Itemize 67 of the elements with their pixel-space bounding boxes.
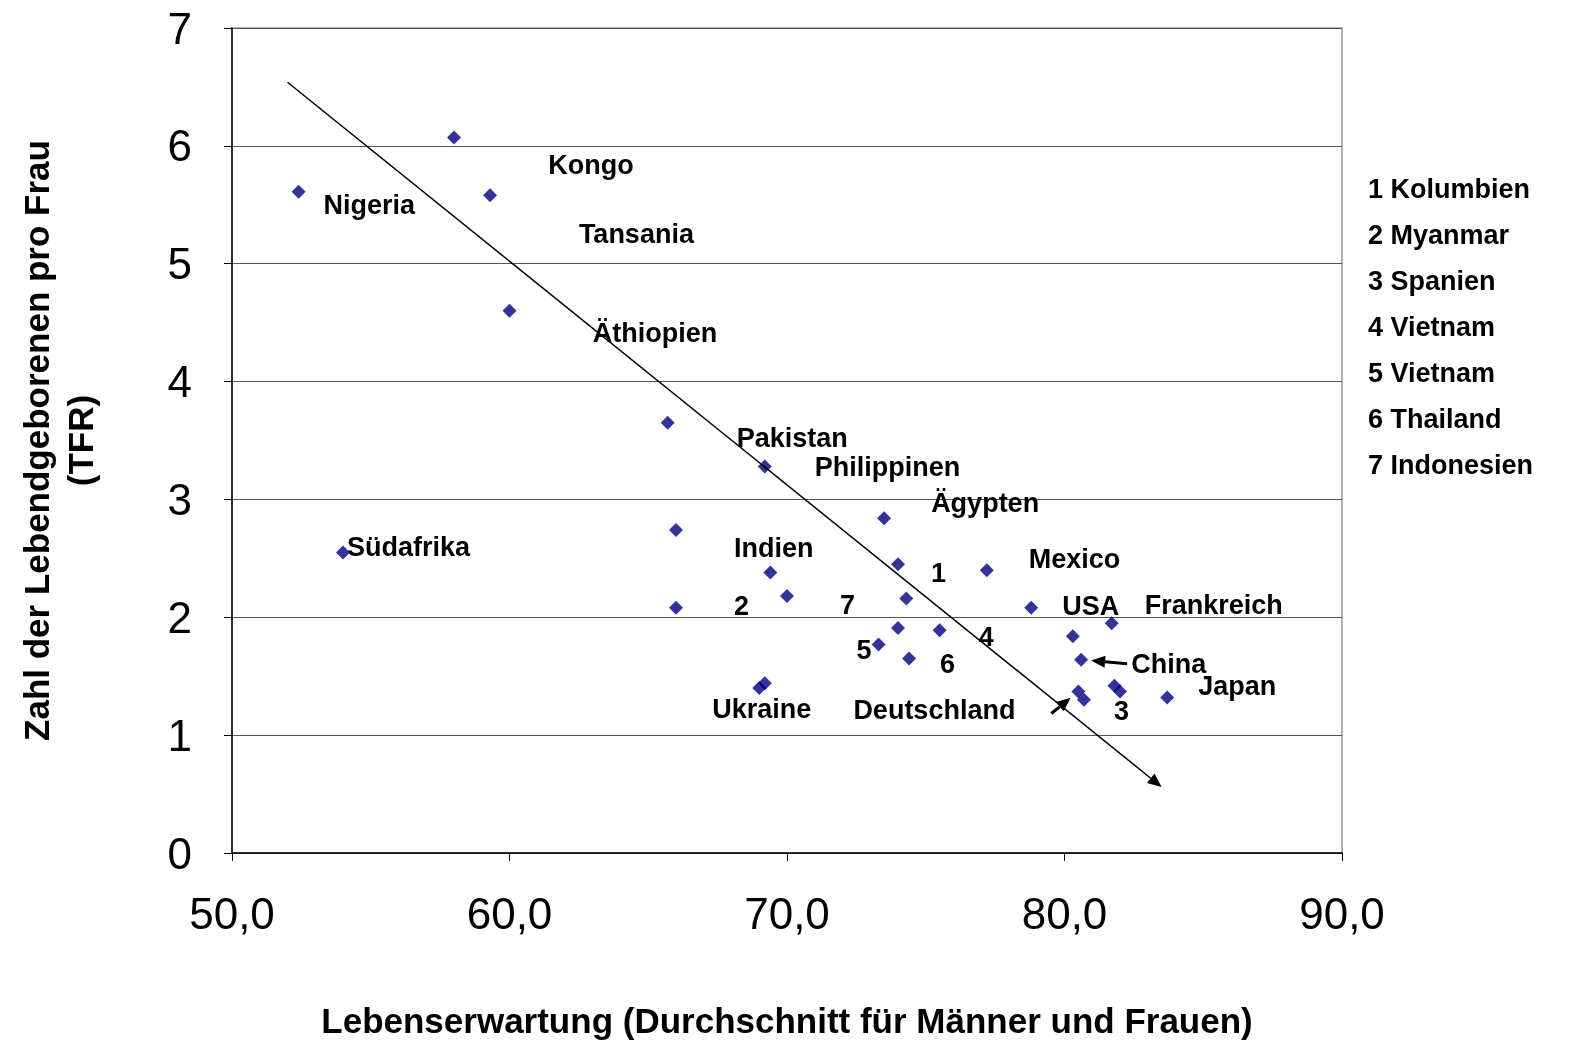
annotation: Frankreich xyxy=(1144,590,1283,621)
annotation: 5 xyxy=(856,635,872,666)
text: 7 Indonesien xyxy=(1368,449,1534,480)
annotation: Pakistan xyxy=(736,422,848,453)
x-tick-label: 80,0 xyxy=(1021,888,1108,938)
annotation: USA xyxy=(1062,590,1120,621)
y-tick-label: 2 xyxy=(167,592,192,642)
annotation: Mexico xyxy=(1028,544,1121,575)
text: 1 Kolumbien xyxy=(1368,173,1531,204)
y-tick-label: 3 xyxy=(167,474,192,524)
point xyxy=(1074,652,1089,667)
point xyxy=(1113,684,1127,699)
point xyxy=(891,557,905,572)
point xyxy=(932,623,947,638)
point xyxy=(1104,616,1119,631)
point xyxy=(757,676,772,691)
annotation: 6 xyxy=(940,648,956,679)
point xyxy=(669,600,683,615)
y-tick-label: 1 xyxy=(167,710,192,760)
point xyxy=(899,591,914,606)
point xyxy=(780,589,794,604)
annotation: 4 xyxy=(978,622,994,653)
point xyxy=(1065,629,1080,644)
x-tick-label: 50,0 xyxy=(189,888,275,938)
y-tick-label: 7 xyxy=(167,3,192,53)
text: 6 Thailand xyxy=(1368,403,1502,434)
annotation: 2 xyxy=(734,590,750,621)
point xyxy=(669,523,683,538)
y-tick-label: 6 xyxy=(167,121,192,171)
annotation: Südafrika xyxy=(347,532,472,563)
annotation: Philippinen xyxy=(814,452,961,483)
annotation: 7 xyxy=(840,590,856,621)
annotation: Indien xyxy=(734,533,814,564)
annotation: Ukraine xyxy=(712,694,812,724)
text: 2 Myanmar xyxy=(1368,219,1510,250)
x-tick-label: 60,0 xyxy=(466,888,553,938)
point xyxy=(1160,690,1175,705)
point xyxy=(660,415,675,430)
point xyxy=(763,565,778,580)
x-axis-title: Lebenserwartung (Durchschnitt für Männer und Frauen) xyxy=(321,1001,1253,1040)
point xyxy=(483,188,498,203)
x-tick-label: 70,0 xyxy=(744,888,830,938)
point xyxy=(902,651,917,666)
point xyxy=(447,130,461,145)
point xyxy=(877,511,892,526)
point xyxy=(1076,692,1091,707)
point xyxy=(502,303,517,318)
annotation: Kongo xyxy=(548,149,634,180)
text: 3 Spanien xyxy=(1368,265,1496,296)
annotation: 1 xyxy=(931,558,947,589)
annotation: Nigeria xyxy=(323,189,417,220)
y-tick-label: 5 xyxy=(167,239,192,289)
y-tick-label: 0 xyxy=(167,828,192,878)
y-tick-label: 4 xyxy=(167,357,192,407)
point xyxy=(979,563,994,578)
y-axis-title: Zahl der Lebendgeborenen pro Frau (TFR) xyxy=(16,140,100,741)
x-tick-label: 90,0 xyxy=(1299,888,1385,938)
annotation: Deutschland xyxy=(853,694,1016,725)
annotation: Tansania xyxy=(578,219,695,250)
point xyxy=(291,184,306,199)
point xyxy=(891,620,905,635)
text: 5 Vietnam xyxy=(1368,357,1496,388)
point xyxy=(871,637,886,652)
point xyxy=(1071,684,1086,699)
point xyxy=(1024,600,1039,615)
annotation: 3 xyxy=(1114,695,1130,726)
text: 4 Vietnam xyxy=(1368,311,1496,342)
